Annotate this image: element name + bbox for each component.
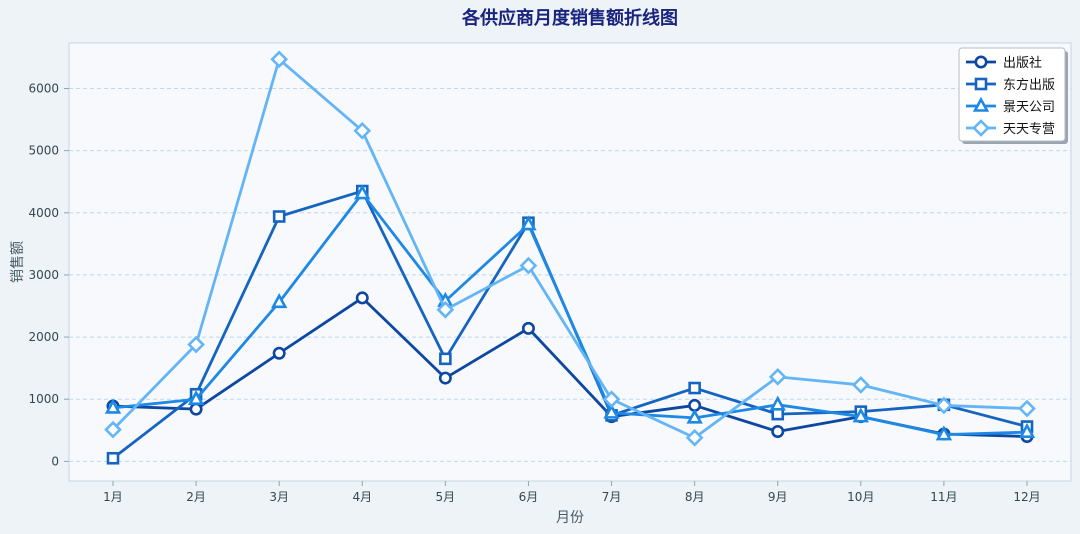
legend-label: 天天专营 xyxy=(1003,122,1055,137)
data-point xyxy=(685,428,704,447)
data-point xyxy=(521,321,535,335)
series-line xyxy=(111,57,1028,440)
grid xyxy=(69,88,1071,462)
data-point xyxy=(602,390,621,409)
data-point xyxy=(520,215,537,231)
data-point xyxy=(851,376,870,394)
data-point xyxy=(935,396,953,415)
legend-label: 出版社 xyxy=(1003,55,1042,71)
x-tick-label: 3月 xyxy=(269,490,289,504)
data-point xyxy=(972,96,990,112)
data-point xyxy=(270,50,289,69)
data-point xyxy=(354,184,371,200)
x-tick-label: 6月 xyxy=(519,490,539,504)
data-point xyxy=(769,395,786,411)
data-point xyxy=(1018,422,1036,438)
data-point xyxy=(272,346,286,360)
data-point xyxy=(688,381,701,395)
data-point xyxy=(768,368,787,386)
x-axis-title: 月份 xyxy=(556,510,584,526)
legend-item: 天天专营 xyxy=(966,119,1055,137)
x-tick-label: 10月 xyxy=(847,490,874,504)
data-point xyxy=(436,300,455,319)
legend-item: 出版社 xyxy=(966,55,1042,71)
x-tick-label: 8月 xyxy=(685,490,705,504)
data-point xyxy=(439,352,452,366)
data-point xyxy=(686,408,703,424)
x-tick-label: 9月 xyxy=(768,490,788,504)
data-point xyxy=(852,407,870,423)
data-point xyxy=(603,403,620,419)
legend-item: 东方出版 xyxy=(966,77,1055,93)
y-tick-label: 5000 xyxy=(28,144,59,158)
data-point xyxy=(187,335,205,354)
y-tick-label: 3000 xyxy=(28,268,59,282)
y-tick-label: 2000 xyxy=(28,330,59,344)
y-tick-label: 6000 xyxy=(28,82,59,96)
data-point xyxy=(187,389,205,406)
y-axis-ticks: 0 1000 2000 3000 4000 5000 6000 xyxy=(28,82,69,468)
series-group xyxy=(104,50,1036,465)
y-tick-label: 1000 xyxy=(28,392,59,406)
x-tick-label: 11月 xyxy=(930,490,957,504)
y-tick-label: 4000 xyxy=(28,206,59,220)
data-point xyxy=(974,77,988,91)
data-point xyxy=(972,119,990,137)
data-point xyxy=(272,210,286,223)
data-point xyxy=(771,425,785,439)
x-tick-label: 1月 xyxy=(103,490,123,504)
data-point xyxy=(1018,399,1036,418)
data-point xyxy=(519,256,538,275)
data-point xyxy=(974,55,988,69)
x-tick-label: 7月 xyxy=(602,490,622,504)
data-point xyxy=(353,121,372,140)
data-point xyxy=(189,402,203,416)
y-axis-title: 销售额 xyxy=(10,241,26,283)
legend-box xyxy=(958,47,1066,142)
legend-item: 景天公司 xyxy=(966,96,1055,115)
data-point xyxy=(438,371,452,385)
legend-label: 东方出版 xyxy=(1003,77,1055,93)
x-tick-label: 5月 xyxy=(436,490,456,504)
x-tick-label: 2月 xyxy=(186,490,206,504)
data-point xyxy=(355,291,369,305)
series-3 xyxy=(104,184,1036,441)
data-point xyxy=(106,451,120,465)
data-point xyxy=(270,293,288,309)
series-line xyxy=(112,192,1028,437)
x-tick-label: 4月 xyxy=(352,490,372,504)
data-point xyxy=(771,407,785,421)
legend-label: 景天公司 xyxy=(1003,100,1055,115)
data-point xyxy=(104,420,122,439)
x-tick-label: 12月 xyxy=(1013,490,1040,504)
series-4 xyxy=(104,50,1036,447)
y-tick-label: 0 xyxy=(51,454,59,468)
x-axis-ticks: 1月 2月 3月 4月 5月 6月 7月 8月 9月 10月 11月 12月 xyxy=(103,481,1041,504)
data-point xyxy=(935,425,953,441)
chart-title: 各供应商月度销售额折线图 xyxy=(461,7,678,29)
data-point xyxy=(104,398,122,414)
